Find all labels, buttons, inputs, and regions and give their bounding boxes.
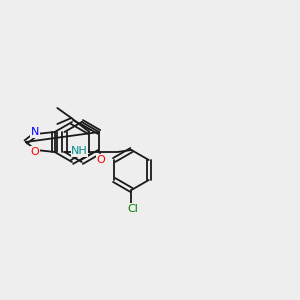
Text: O: O <box>31 147 39 157</box>
Text: NH: NH <box>71 146 88 156</box>
Text: N: N <box>31 127 39 137</box>
Text: O: O <box>96 155 105 165</box>
Text: Cl: Cl <box>127 204 138 214</box>
